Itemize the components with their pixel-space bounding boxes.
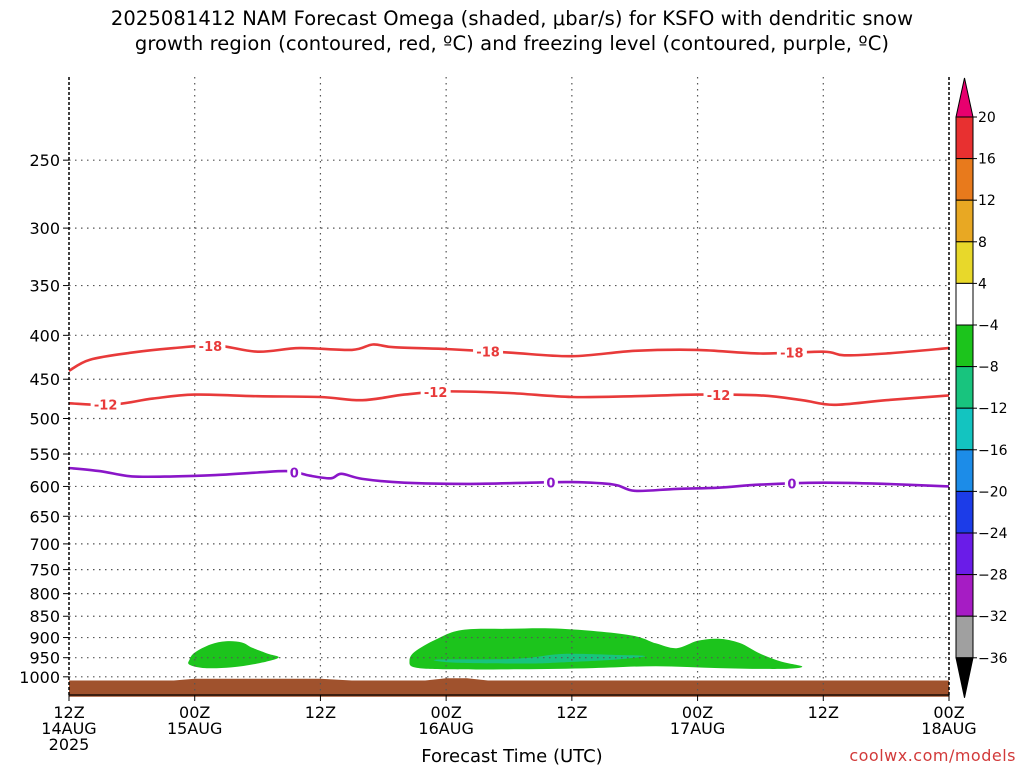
contour-label-bg — [784, 475, 799, 492]
contour-label-bg — [776, 344, 807, 361]
colorbar-label: −20 — [978, 484, 1008, 500]
colorbar-segment — [955, 574, 974, 617]
colorbar-segment — [955, 366, 974, 409]
contour-label: -12 — [424, 386, 448, 401]
colorbar-segment — [955, 199, 974, 243]
y-tick-label: 600 — [29, 477, 60, 496]
y-tick-label: 750 — [29, 561, 60, 580]
omega-shading — [69, 628, 949, 697]
x-tick-label: 17AUG — [670, 719, 725, 738]
colorbar-segment — [955, 532, 974, 576]
chart-title-line2: growth region (contoured, red, ºC) and f… — [134, 32, 890, 55]
colorbar-label: −32 — [978, 609, 1008, 625]
y-tick-label: 350 — [29, 277, 60, 296]
contour-label: -18 — [780, 347, 804, 362]
y-tick-label: 250 — [29, 151, 60, 170]
colorbar-label: −8 — [978, 360, 999, 376]
colorbar: 20 16 12 8 4 −4 −8 −12 −16 −20 −24 −28 −32 −36 — [955, 77, 1008, 698]
contour-label-bg — [543, 474, 558, 491]
contour-label: 0 — [546, 476, 555, 491]
contour-label-bg — [287, 464, 302, 481]
credit-text: coolwx.com/models — [849, 746, 1016, 765]
y-tick-label: 300 — [29, 219, 60, 238]
contour-label: 0 — [290, 466, 299, 481]
x-tick-label: 00Z — [430, 703, 461, 722]
contour-label-bg — [473, 343, 504, 360]
colorbar-label: 12 — [978, 193, 996, 209]
y-tick-label: 550 — [29, 445, 60, 464]
y-tick-label: 1000 — [19, 668, 60, 687]
x-tick-label: 00Z — [682, 703, 713, 722]
omega-region-0-0 — [188, 641, 279, 669]
x-axis-label: Forecast Time (UTC) — [421, 746, 603, 767]
grid-lines — [69, 77, 949, 695]
contours: -18 -18 -18 -12 -12 -12 0 0 0 — [68, 337, 950, 493]
x-tick-label: 15AUG — [167, 719, 222, 738]
colorbar-top-arrow — [955, 77, 974, 118]
colorbar-segment — [955, 324, 974, 368]
axes — [68, 77, 950, 696]
y-tick-label: 400 — [29, 326, 60, 345]
y-tick-label: 800 — [29, 585, 60, 604]
colorbar-segment — [955, 490, 974, 534]
contour-label: 0 — [787, 478, 796, 493]
colorbar-label: 4 — [978, 276, 987, 292]
x-tick-label: 12Z — [556, 703, 587, 722]
colorbar-bottom-arrow — [955, 657, 974, 698]
colorbar-segment — [955, 449, 974, 492]
colorbar-label: −28 — [978, 568, 1008, 584]
y-tick-label: 700 — [29, 535, 60, 554]
x-tick-label: 16AUG — [418, 719, 473, 738]
contour-line-1 — [68, 390, 950, 407]
colorbar-segment — [955, 407, 974, 451]
omega-region-1-0 — [433, 653, 646, 664]
y-tick-label: 950 — [29, 649, 60, 668]
y-tick-label: 450 — [29, 370, 60, 389]
x-tick-label: 00Z — [933, 703, 964, 722]
y-tick-label: 500 — [29, 409, 60, 428]
x-tick-label: 18AUG — [921, 719, 976, 738]
colorbar-label: −12 — [978, 401, 1008, 417]
colorbar-segment — [955, 241, 974, 284]
tick-labels: 250 300 350 400 450 500 550 600 650 700 750 800 850 9… — [19, 151, 976, 754]
contour-label: -12 — [94, 399, 118, 414]
x-tick-label: 14AUG — [41, 719, 96, 738]
colorbar-label: 20 — [978, 110, 996, 126]
y-tick-label: 650 — [29, 507, 60, 526]
contour-label: -18 — [476, 345, 500, 360]
x-tick-label: 2025 — [49, 735, 90, 754]
ground-fill — [69, 678, 949, 697]
contour-line-2 — [68, 466, 950, 493]
contour-label-bg — [195, 337, 226, 354]
omega-region-0-1 — [409, 628, 803, 670]
x-tick-label: 12Z — [305, 703, 336, 722]
colorbar-segment — [955, 615, 974, 659]
colorbar-segment — [955, 282, 974, 326]
colorbar-label: 16 — [978, 152, 996, 168]
colorbar-label: −4 — [978, 318, 999, 334]
colorbar-segment — [955, 158, 974, 201]
contour-label: -12 — [707, 389, 731, 404]
contour-label-bg — [420, 384, 451, 401]
contour-line-0 — [68, 343, 950, 372]
chart-title-line1: 2025081412 NAM Forecast Omega (shaded, μ… — [110, 7, 914, 30]
colorbar-label: −24 — [978, 526, 1008, 542]
contour-label-bg — [703, 386, 734, 403]
colorbar-label: −16 — [978, 443, 1008, 459]
colorbar-label: 8 — [978, 235, 987, 251]
y-tick-label: 900 — [29, 629, 60, 648]
x-tick-label: 00Z — [179, 703, 210, 722]
contour-label-bg — [90, 396, 121, 413]
contour-label: -18 — [199, 340, 223, 355]
colorbar-segment — [955, 116, 974, 160]
y-tick-label: 850 — [29, 607, 60, 626]
chart-title: 2025081412 NAM Forecast Omega (shaded, μ… — [0, 6, 1024, 56]
x-tick-label: 12Z — [53, 703, 84, 722]
x-tick-label: 12Z — [808, 703, 839, 722]
colorbar-label: −36 — [978, 651, 1008, 667]
